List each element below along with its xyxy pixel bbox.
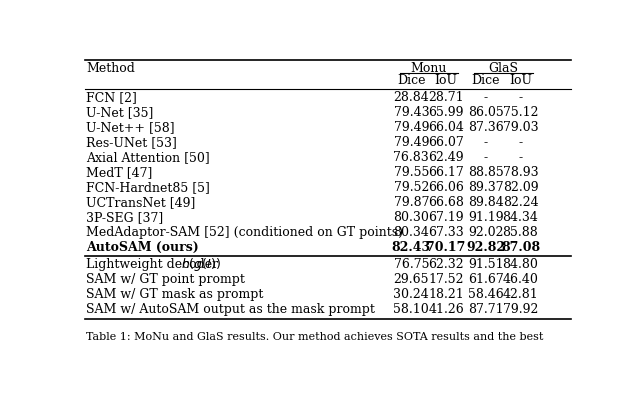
Text: 62.32: 62.32 — [428, 258, 464, 271]
Text: 58.10: 58.10 — [394, 303, 429, 316]
Text: 84.34: 84.34 — [502, 211, 538, 224]
Text: 91.51: 91.51 — [468, 258, 504, 271]
Text: -: - — [484, 151, 488, 164]
Text: 79.49: 79.49 — [394, 136, 429, 149]
Text: $h(g(I))$: $h(g(I))$ — [181, 256, 221, 273]
Text: 29.65: 29.65 — [394, 273, 429, 286]
Text: AutoSAM (ours): AutoSAM (ours) — [86, 241, 198, 254]
Text: 79.92: 79.92 — [503, 303, 538, 316]
Text: 87.36: 87.36 — [468, 121, 504, 134]
Text: 67.19: 67.19 — [428, 211, 464, 224]
Text: 84.80: 84.80 — [502, 258, 538, 271]
Text: 75.12: 75.12 — [502, 106, 538, 119]
Text: GlaS: GlaS — [488, 62, 518, 75]
Text: 79.03: 79.03 — [502, 121, 538, 134]
Text: SAM w/ AutoSAM output as the mask prompt: SAM w/ AutoSAM output as the mask prompt — [86, 303, 375, 316]
Text: -: - — [518, 136, 522, 149]
Text: 42.81: 42.81 — [502, 288, 538, 301]
Text: 46.40: 46.40 — [502, 273, 538, 286]
Text: UCTransNet [49]: UCTransNet [49] — [86, 196, 195, 209]
Text: 28.84: 28.84 — [394, 91, 429, 104]
Text: Method: Method — [86, 62, 135, 75]
Text: 65.99: 65.99 — [428, 106, 464, 119]
Text: 87.71: 87.71 — [468, 303, 504, 316]
Text: 82.09: 82.09 — [502, 181, 538, 194]
Text: 18.21: 18.21 — [428, 288, 464, 301]
Text: FCN [2]: FCN [2] — [86, 91, 137, 104]
Text: IoU: IoU — [435, 75, 458, 88]
Text: 85.88: 85.88 — [502, 226, 538, 239]
Text: IoU: IoU — [509, 75, 532, 88]
Text: MedAdaptor-SAM [52] (conditioned on GT points): MedAdaptor-SAM [52] (conditioned on GT p… — [86, 226, 403, 239]
Text: 88.85: 88.85 — [468, 166, 504, 179]
Text: Res-UNet [53]: Res-UNet [53] — [86, 136, 177, 149]
Text: Dice: Dice — [397, 75, 426, 88]
Text: -: - — [484, 136, 488, 149]
Text: 78.93: 78.93 — [502, 166, 538, 179]
Text: MedT [47]: MedT [47] — [86, 166, 152, 179]
Text: 89.84: 89.84 — [468, 196, 504, 209]
Text: 86.05: 86.05 — [468, 106, 504, 119]
Text: 66.17: 66.17 — [428, 166, 464, 179]
Text: -: - — [484, 91, 488, 104]
Text: FCN-Hardnet85 [5]: FCN-Hardnet85 [5] — [86, 181, 210, 194]
Text: 91.19: 91.19 — [468, 211, 504, 224]
Text: 82.43: 82.43 — [392, 241, 431, 254]
Text: 66.04: 66.04 — [428, 121, 464, 134]
Text: 3P-SEG [37]: 3P-SEG [37] — [86, 211, 163, 224]
Text: 58.46: 58.46 — [468, 288, 504, 301]
Text: 89.37: 89.37 — [468, 181, 504, 194]
Text: U-Net++ [58]: U-Net++ [58] — [86, 121, 175, 134]
Text: 92.02: 92.02 — [468, 226, 504, 239]
Text: 82.24: 82.24 — [502, 196, 538, 209]
Text: Lightweight decoder: Lightweight decoder — [86, 258, 222, 271]
Text: 92.82: 92.82 — [466, 241, 506, 254]
Text: Axial Attention [50]: Axial Attention [50] — [86, 151, 210, 164]
Text: 80.34: 80.34 — [394, 226, 429, 239]
Text: 79.49: 79.49 — [394, 121, 429, 134]
Text: 61.67: 61.67 — [468, 273, 504, 286]
Text: 79.43: 79.43 — [394, 106, 429, 119]
Text: 79.87: 79.87 — [394, 196, 429, 209]
Text: 79.52: 79.52 — [394, 181, 429, 194]
Text: 87.08: 87.08 — [501, 241, 540, 254]
Text: 66.68: 66.68 — [428, 196, 464, 209]
Text: 30.24: 30.24 — [394, 288, 429, 301]
Text: 76.75: 76.75 — [394, 258, 429, 271]
Text: Monu: Monu — [410, 62, 447, 75]
Text: 67.33: 67.33 — [428, 226, 464, 239]
Text: 66.06: 66.06 — [428, 181, 464, 194]
Text: 17.52: 17.52 — [428, 273, 464, 286]
Text: 80.30: 80.30 — [394, 211, 429, 224]
Text: SAM w/ GT mask as prompt: SAM w/ GT mask as prompt — [86, 288, 263, 301]
Text: 79.55: 79.55 — [394, 166, 429, 179]
Text: 62.49: 62.49 — [428, 151, 464, 164]
Text: -: - — [518, 151, 522, 164]
Text: 66.07: 66.07 — [428, 136, 464, 149]
Text: 41.26: 41.26 — [428, 303, 464, 316]
Text: -: - — [518, 91, 522, 104]
Text: Dice: Dice — [472, 75, 500, 88]
Text: 70.17: 70.17 — [426, 241, 466, 254]
Text: Table 1: MoNu and GlaS results. Our method achieves SOTA results and the best: Table 1: MoNu and GlaS results. Our meth… — [86, 331, 543, 341]
Text: U-Net [35]: U-Net [35] — [86, 106, 154, 119]
Text: SAM w/ GT point prompt: SAM w/ GT point prompt — [86, 273, 245, 286]
Text: 28.71: 28.71 — [428, 91, 464, 104]
Text: 76.83: 76.83 — [394, 151, 429, 164]
